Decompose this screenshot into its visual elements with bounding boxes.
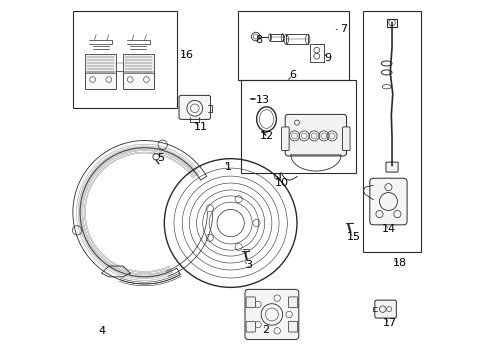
Text: 16: 16 <box>180 50 194 60</box>
Text: 4: 4 <box>98 326 106 336</box>
FancyBboxPatch shape <box>375 300 396 318</box>
FancyBboxPatch shape <box>246 297 255 308</box>
Bar <box>85 54 116 89</box>
Text: 9: 9 <box>324 53 332 63</box>
Bar <box>364 12 421 252</box>
FancyBboxPatch shape <box>386 162 398 172</box>
Bar <box>123 54 153 89</box>
Text: 3: 3 <box>245 260 252 270</box>
Text: 11: 11 <box>194 122 207 132</box>
FancyBboxPatch shape <box>343 127 350 150</box>
FancyBboxPatch shape <box>246 321 255 332</box>
Text: 7: 7 <box>336 24 347 35</box>
Bar <box>286 35 308 44</box>
FancyBboxPatch shape <box>245 289 299 339</box>
Bar <box>310 44 324 62</box>
FancyBboxPatch shape <box>370 178 407 225</box>
FancyBboxPatch shape <box>282 127 289 150</box>
Bar <box>85 54 116 73</box>
Text: 18: 18 <box>393 258 407 268</box>
Text: 2: 2 <box>263 325 270 335</box>
FancyBboxPatch shape <box>285 114 346 156</box>
Bar <box>387 19 397 27</box>
Bar <box>238 12 349 80</box>
Text: 13: 13 <box>256 95 270 105</box>
Bar <box>242 80 356 173</box>
FancyBboxPatch shape <box>288 297 298 308</box>
Text: 1: 1 <box>225 162 232 172</box>
Text: 5: 5 <box>155 153 165 163</box>
FancyBboxPatch shape <box>288 321 298 332</box>
Bar <box>270 34 283 41</box>
Text: 10: 10 <box>275 178 289 188</box>
Text: 14: 14 <box>382 225 396 234</box>
Text: 15: 15 <box>347 232 361 242</box>
FancyBboxPatch shape <box>179 95 211 120</box>
Text: 8: 8 <box>255 35 262 45</box>
Bar <box>123 54 153 73</box>
Text: 17: 17 <box>382 319 396 328</box>
Text: 6: 6 <box>289 70 296 80</box>
Text: 12: 12 <box>260 131 274 141</box>
Bar <box>73 12 177 108</box>
